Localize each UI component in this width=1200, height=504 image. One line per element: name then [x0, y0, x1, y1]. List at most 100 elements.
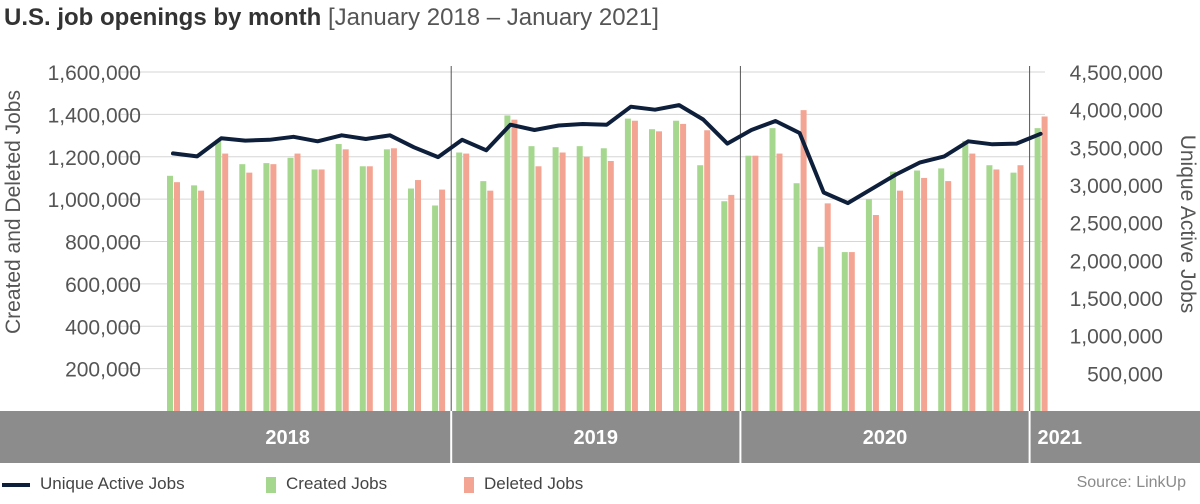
- created-bar-2020-09: [938, 168, 945, 411]
- deleted-bar-2018-06: [294, 153, 301, 411]
- right-tick-label-5: 3,000,000: [1070, 175, 1163, 198]
- deleted-bar-2018-10: [390, 148, 397, 411]
- created-bar-2019-04: [528, 146, 535, 411]
- deleted-bar-2020-08: [921, 177, 928, 411]
- year-band: [0, 411, 1200, 463]
- created-bar-2018-04: [239, 164, 246, 411]
- deleted-bar-2020-03: [800, 110, 807, 411]
- legend-label-unique-active-jobs: Unique Active Jobs: [40, 474, 185, 493]
- deleted-bar-2020-09: [945, 181, 952, 411]
- legend-label-created-jobs: Created Jobs: [286, 474, 388, 493]
- created-bar-2018-11: [408, 188, 414, 411]
- deleted-bar-2018-04: [246, 172, 253, 411]
- chart-title-main: U.S. job openings by month: [4, 4, 322, 31]
- created-bar-2020-04: [817, 246, 824, 411]
- deleted-bar-2019-08: [631, 120, 638, 411]
- deleted-bar-2018-12: [439, 189, 446, 411]
- deleted-bar-2019-07: [607, 160, 614, 411]
- legend-deleted-swatch: [464, 476, 474, 493]
- deleted-bar-2020-11: [993, 169, 1000, 411]
- job-openings-chart: 2018 2019 2020 2021 200,000 400,000 600,000 800…: [0, 62, 1200, 463]
- created-bar-2020-10: [962, 140, 969, 411]
- deleted-bar-2019-02: [487, 190, 494, 411]
- right-tick-label-7: 4,000,000: [1070, 100, 1163, 123]
- left-tick-label-4: 1,000,000: [48, 189, 141, 212]
- created-bar-2020-05: [841, 252, 848, 411]
- created-bar-2018-07: [311, 169, 318, 411]
- year-label-2020: 2020: [863, 427, 908, 449]
- chart-legend: Unique Active Jobs Created Jobs Deleted …: [0, 470, 1200, 500]
- created-bar-2019-11: [697, 165, 704, 411]
- deleted-bar-2019-10: [680, 123, 687, 412]
- created-bar-2018-03: [215, 139, 222, 412]
- left-tick-label-1: 400,000: [65, 316, 141, 339]
- created-bar-2020-07: [890, 171, 896, 411]
- created-bar-2019-12: [721, 201, 728, 411]
- deleted-bar-2018-09: [366, 166, 373, 411]
- deleted-bar-2019-09: [656, 131, 662, 411]
- year-label-2019: 2019: [574, 427, 619, 449]
- left-tick-label-0: 200,000: [65, 359, 141, 382]
- created-bar-2018-02: [191, 185, 198, 411]
- legend-item-deleted-jobs: Deleted Jobs: [464, 474, 583, 494]
- right-tick-label-1: 1,000,000: [1070, 326, 1163, 349]
- year-label-2021: 2021: [1038, 427, 1083, 449]
- created-bar-2019-02: [480, 181, 487, 411]
- created-bar-2018-12: [432, 205, 439, 411]
- right-tick-label-2: 1,500,000: [1070, 288, 1163, 311]
- left-tick-label-3: 800,000: [65, 232, 141, 255]
- deleted-bar-2019-12: [728, 194, 735, 411]
- created-bar-2019-07: [600, 148, 607, 411]
- deleted-bar-2018-01: [174, 182, 180, 411]
- created-bar-2020-12: [1010, 172, 1017, 411]
- created-bar-2020-11: [986, 165, 993, 411]
- right-tick-label-8: 4,500,000: [1070, 62, 1163, 85]
- chart-title-range: [January 2018 – January 2021]: [328, 4, 659, 31]
- created-bar-2020-02: [769, 128, 776, 411]
- deleted-bar-2020-01: [752, 155, 759, 411]
- created-bar-2018-09: [359, 166, 366, 411]
- right-tick-label-6: 3,500,000: [1070, 137, 1163, 160]
- left-axis-title: Created and Deleted Jobs: [2, 90, 25, 334]
- right-tick-label-0: 500,000: [1087, 363, 1163, 386]
- deleted-bar-2018-07: [318, 169, 325, 411]
- legend-label-deleted-jobs: Deleted Jobs: [484, 474, 584, 493]
- right-tick-label-3: 2,000,000: [1070, 250, 1163, 273]
- deleted-bar-2018-05: [270, 164, 277, 411]
- legend-item-created-jobs: Created Jobs: [266, 474, 387, 494]
- deleted-bar-2019-01: [463, 153, 470, 411]
- chart-source: Source: LinkUp: [1076, 474, 1186, 491]
- deleted-bar-2021-01: [1041, 116, 1048, 412]
- deleted-bar-2019-05: [559, 152, 566, 411]
- deleted-bar-2019-11: [704, 130, 711, 411]
- created-bar-2020-03: [793, 183, 800, 411]
- created-bar-2019-05: [552, 147, 559, 411]
- created-bar-2019-09: [649, 129, 655, 412]
- created-bar-2019-06: [576, 146, 583, 411]
- deleted-bar-2019-03: [511, 119, 518, 411]
- deleted-bar-2020-10: [969, 153, 976, 411]
- deleted-bar-2018-03: [222, 153, 229, 411]
- created-bar-2019-08: [624, 118, 631, 412]
- right-tick-label-4: 2,500,000: [1070, 213, 1163, 236]
- deleted-bar-2018-08: [342, 149, 349, 411]
- left-tick-label-7: 1,600,000: [48, 62, 141, 85]
- created-bar-2019-10: [673, 120, 680, 411]
- created-bar-2018-06: [287, 157, 294, 411]
- left-tick-label-6: 1,400,000: [48, 104, 141, 127]
- right-axis-title: Unique Active Jobs: [1176, 135, 1199, 314]
- deleted-bar-2020-04: [824, 203, 831, 411]
- deleted-bar-2020-02: [776, 153, 783, 411]
- legend-line-swatch: [2, 482, 30, 487]
- created-bar-2018-05: [263, 163, 270, 411]
- year-label-2018: 2018: [265, 427, 310, 449]
- created-bar-2020-06: [865, 199, 872, 411]
- unique-active-jobs-line: [171, 103, 1043, 206]
- deleted-bar-2020-06: [872, 215, 879, 411]
- created-bar-2018-08: [335, 144, 342, 411]
- left-tick-label-2: 600,000: [65, 274, 141, 297]
- deleted-bar-2020-05: [848, 252, 855, 411]
- deleted-bar-2018-11: [415, 180, 421, 411]
- deleted-bar-2020-12: [1017, 165, 1024, 411]
- created-bar-2018-10: [383, 149, 390, 411]
